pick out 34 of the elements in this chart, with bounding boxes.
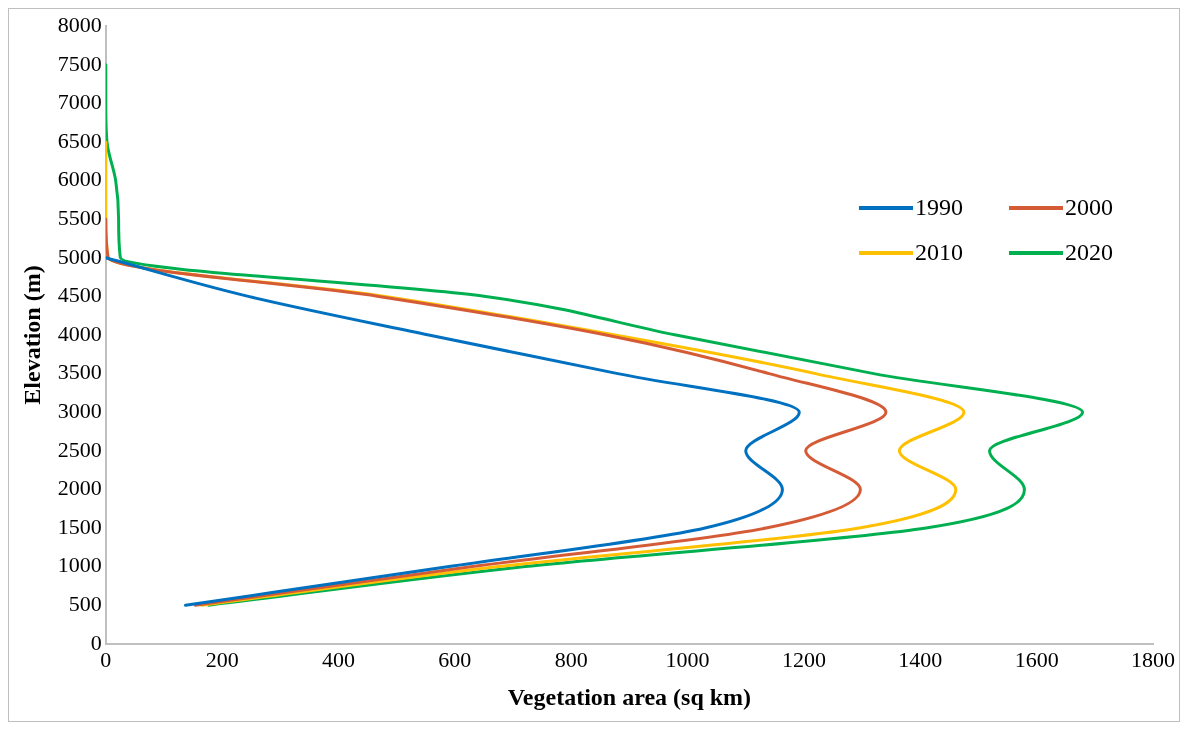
y-tick-label: 8000 bbox=[57, 11, 102, 37]
y-tick-label: 1500 bbox=[57, 513, 102, 539]
line-series bbox=[105, 217, 888, 607]
x-tick-label: 1800 bbox=[1131, 646, 1175, 672]
x-tick-label: 1400 bbox=[898, 646, 943, 672]
y-tick-label: 2500 bbox=[57, 436, 102, 462]
y-tick-label: 4500 bbox=[57, 282, 102, 308]
y-tick-label: 2000 bbox=[57, 475, 102, 501]
y-tick-label: 6500 bbox=[57, 127, 102, 153]
y-tick-label: 3000 bbox=[57, 397, 102, 423]
legend-label: 2020 bbox=[1065, 239, 1113, 266]
y-tick-label: 0 bbox=[90, 629, 102, 655]
y-axis-title: Elevation (m) bbox=[18, 265, 45, 405]
y-tick-label: 5000 bbox=[57, 243, 102, 269]
y-tick-label: 4000 bbox=[57, 320, 102, 346]
y-tick-label: 6000 bbox=[57, 166, 102, 192]
x-tick-label: 1200 bbox=[781, 646, 826, 672]
y-tick-label: 500 bbox=[68, 590, 102, 616]
x-tick-label: 400 bbox=[322, 646, 356, 672]
x-tick-label: 1600 bbox=[1014, 646, 1059, 672]
line-series bbox=[105, 256, 801, 607]
x-tick-label: 200 bbox=[205, 646, 239, 672]
y-tick-label: 7000 bbox=[57, 89, 102, 115]
y-tick-label: 3500 bbox=[57, 359, 102, 385]
x-tick-label: 600 bbox=[438, 646, 472, 672]
x-axis-title: Vegetation area (sq km) bbox=[507, 683, 752, 710]
legend-label: 2010 bbox=[915, 239, 963, 266]
legend-label: 2000 bbox=[1065, 194, 1113, 221]
y-tick-label: 1000 bbox=[57, 552, 102, 578]
y-tick-label: 7500 bbox=[57, 50, 102, 76]
y-tick-label: 5500 bbox=[57, 204, 102, 230]
x-tick-label: 800 bbox=[554, 646, 588, 672]
x-tick-label: 1000 bbox=[665, 646, 710, 672]
legend-label: 1990 bbox=[915, 194, 963, 221]
